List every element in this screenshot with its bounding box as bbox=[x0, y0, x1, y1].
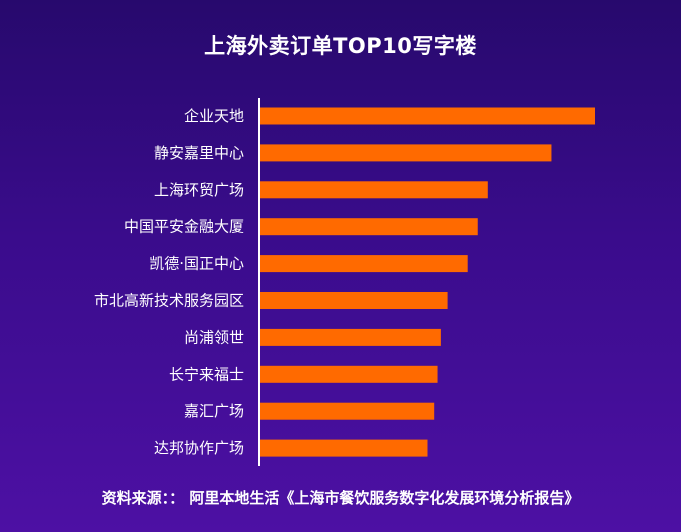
category-label: 市北高新技术服务园区 bbox=[94, 292, 244, 310]
category-label: 凯德·国正中心 bbox=[149, 255, 244, 273]
category-labels-group: 企业天地静安嘉里中心上海环贸广场中国平安金融大厦凯德·国正中心市北高新技术服务园… bbox=[94, 107, 244, 457]
bar bbox=[260, 255, 468, 273]
bar bbox=[260, 365, 438, 383]
category-label: 长宁来福士 bbox=[169, 365, 244, 383]
category-label: 企业天地 bbox=[184, 107, 244, 125]
bar bbox=[260, 181, 488, 199]
category-label: 达邦协作广场 bbox=[154, 439, 244, 457]
bar bbox=[260, 292, 448, 309]
bars-group bbox=[260, 107, 595, 457]
category-label: 中国平安金融大厦 bbox=[124, 218, 244, 236]
bar bbox=[260, 439, 428, 457]
category-label: 上海环贸广场 bbox=[154, 181, 244, 199]
bar bbox=[260, 328, 441, 346]
bar bbox=[260, 218, 478, 236]
source-note: 资料来源：： 阿里本地生活《上海市餐饮服务数字化发展环境分析报告》 bbox=[101, 489, 580, 507]
bar bbox=[260, 107, 595, 125]
category-label: 静安嘉里中心 bbox=[154, 144, 244, 162]
bar bbox=[260, 402, 435, 420]
chart-title: 上海外卖订单TOP10写字楼 bbox=[204, 34, 477, 58]
category-label: 嘉汇广场 bbox=[184, 402, 244, 420]
bar bbox=[260, 144, 552, 162]
category-label: 尚浦领世 bbox=[184, 328, 244, 346]
